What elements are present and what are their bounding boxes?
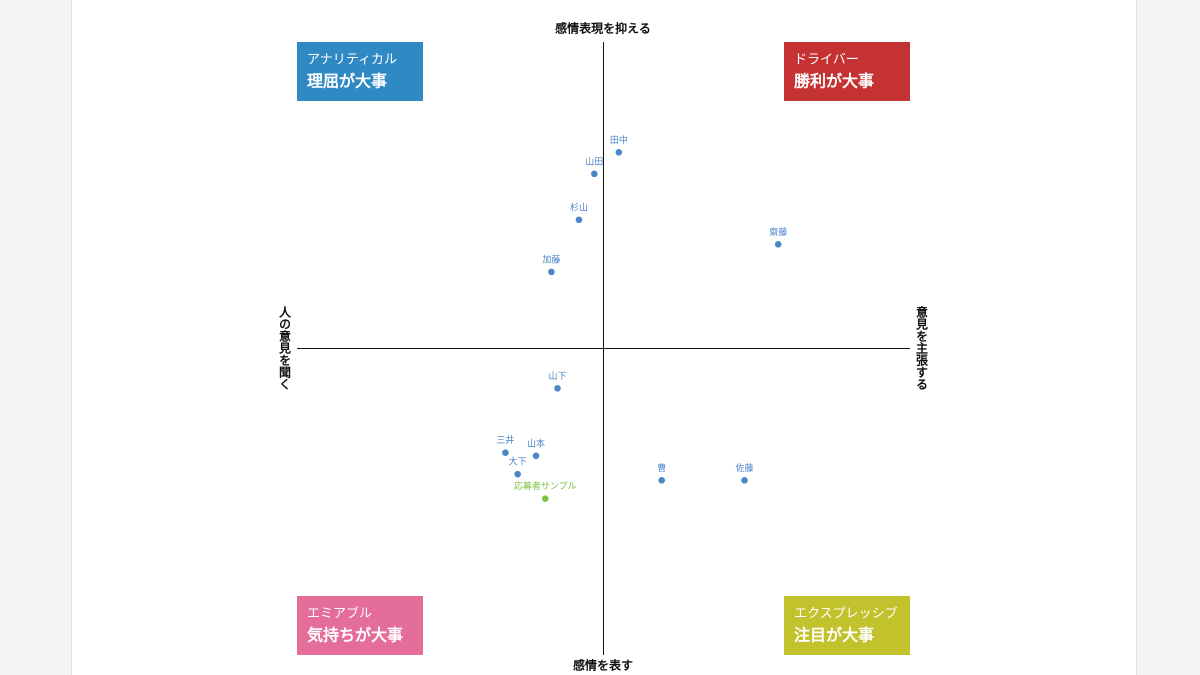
quadrant-box [784, 42, 910, 101]
data-point [774, 240, 782, 248]
data-point [514, 470, 521, 478]
data-point [502, 449, 509, 457]
data-point [575, 216, 583, 224]
data-point [591, 170, 598, 178]
quadrant-title: 理屈が大事 [307, 72, 387, 91]
data-point [532, 452, 540, 460]
point-label: 山本 [527, 437, 545, 449]
quadrant-subtitle: アナリティカル [307, 53, 397, 68]
right-axis-label: 意見を主張する [915, 305, 929, 390]
bottom-axis-label: 感情を表す [573, 658, 633, 673]
point-label: 山田 [585, 156, 603, 167]
point-label: 佐藤 [735, 462, 753, 474]
quadrant-box [784, 596, 910, 655]
point-label: 曹 [657, 462, 666, 474]
data-point [554, 385, 561, 392]
quadrant-box [297, 596, 423, 655]
data-point [658, 476, 666, 484]
data-point [741, 476, 748, 484]
quadrant-title: 気持ちが大事 [307, 626, 403, 645]
quadrant-subtitle: エクスプレッシブ [794, 606, 898, 622]
left-axis-label: 人の意見を聞く [278, 305, 292, 390]
point-label: 齋藤 [769, 226, 787, 238]
point-label: 加藤 [542, 253, 560, 265]
point-label: 三井 [496, 434, 514, 446]
point-label: 杉山 [570, 201, 588, 213]
quadrant-title: 注目が大事 [794, 626, 874, 645]
data-point [541, 495, 549, 502]
quadrant-subtitle: ドライバー [794, 53, 859, 68]
point-label: 田中 [610, 134, 628, 146]
data-point [548, 268, 555, 276]
point-label: 大下 [509, 456, 527, 468]
point-label: 山下 [549, 371, 567, 382]
quadrant-subtitle: エミアブル [307, 606, 372, 622]
point-label: 応募者サンプル [514, 480, 577, 492]
top-axis-label: 感情表現を抑える [555, 21, 651, 36]
data-point [615, 149, 623, 156]
quadrant-title: 勝利が大事 [794, 72, 874, 91]
quadrant-box [297, 42, 423, 101]
